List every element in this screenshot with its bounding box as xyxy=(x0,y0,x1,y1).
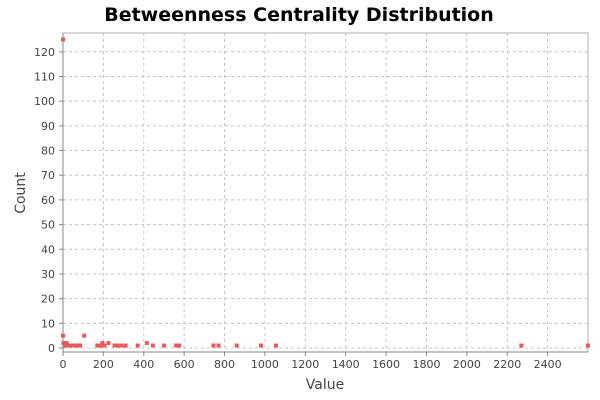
data-point xyxy=(82,333,87,338)
data-point xyxy=(144,341,149,346)
y-tick-label: 90 xyxy=(41,120,55,133)
x-tick-label: 1800 xyxy=(412,358,440,371)
y-tick-label: 30 xyxy=(41,268,55,281)
y-tick-label: 40 xyxy=(41,243,55,256)
data-point xyxy=(112,343,117,348)
x-tick-label: 600 xyxy=(174,358,195,371)
y-tick-label: 20 xyxy=(41,293,55,306)
data-point xyxy=(258,343,263,348)
grid-lines xyxy=(63,33,588,352)
x-axis-ticks: 0 200 400 600 800 1000 1200 1400 1600 1800 2000 220… xyxy=(60,352,562,371)
data-point xyxy=(123,343,128,348)
x-tick-label: 1600 xyxy=(372,358,400,371)
data-point xyxy=(119,343,124,348)
data-point xyxy=(95,343,100,348)
data-point xyxy=(102,343,107,348)
data-point xyxy=(70,343,75,348)
y-tick-label: 120 xyxy=(34,46,55,59)
data-point xyxy=(519,343,524,348)
y-tick-label: 70 xyxy=(41,169,55,182)
x-tick-label: 400 xyxy=(133,358,154,371)
data-point xyxy=(72,343,77,348)
x-axis-label: Value xyxy=(306,377,344,393)
x-tick-label: 0 xyxy=(60,358,67,371)
data-point xyxy=(234,343,239,348)
data-point xyxy=(61,37,65,42)
x-tick-label: 2400 xyxy=(534,358,562,371)
plot-border xyxy=(62,32,589,353)
data-point xyxy=(63,343,68,348)
x-tick-label: 1000 xyxy=(251,358,279,371)
data-point xyxy=(174,343,179,348)
x-tick-label: 2000 xyxy=(453,358,481,371)
data-point xyxy=(177,343,182,348)
y-tick-label: 50 xyxy=(41,219,55,232)
data-point xyxy=(61,333,65,338)
chart-title: Betweenness Centrality Distribution xyxy=(104,4,494,26)
data-point xyxy=(274,343,279,348)
y-tick-label: 110 xyxy=(34,70,55,83)
data-point xyxy=(216,343,221,348)
data-point xyxy=(100,341,105,346)
data-point xyxy=(61,341,66,346)
plot-area: 0 200 400 600 800 1000 1200 1400 1600 1800 2000 220… xyxy=(34,32,590,371)
data-point xyxy=(106,341,111,346)
y-tick-label: 0 xyxy=(48,342,55,355)
data-point xyxy=(68,343,73,348)
data-point xyxy=(135,343,140,348)
y-tick-label: 80 xyxy=(41,145,55,158)
y-axis-label: Count xyxy=(13,172,29,214)
data-point xyxy=(211,343,216,348)
data-point xyxy=(98,343,103,348)
data-point xyxy=(115,343,120,348)
x-tick-label: 200 xyxy=(93,358,114,371)
data-point xyxy=(161,343,166,348)
x-tick-label: 1200 xyxy=(291,358,319,371)
data-point xyxy=(75,343,80,348)
data-points xyxy=(61,37,590,348)
x-tick-label: 2200 xyxy=(493,358,521,371)
y-tick-label: 10 xyxy=(41,317,55,330)
y-axis-ticks: 0 10 20 30 40 50 60 70 80 90 100 110 120 xyxy=(34,46,63,355)
y-tick-label: 60 xyxy=(41,194,55,207)
data-point xyxy=(150,343,155,348)
x-tick-label: 800 xyxy=(214,358,235,371)
data-point xyxy=(78,343,83,348)
data-point xyxy=(586,343,590,348)
x-tick-label: 1400 xyxy=(332,358,360,371)
y-tick-label: 100 xyxy=(34,95,55,108)
data-point xyxy=(64,341,69,346)
